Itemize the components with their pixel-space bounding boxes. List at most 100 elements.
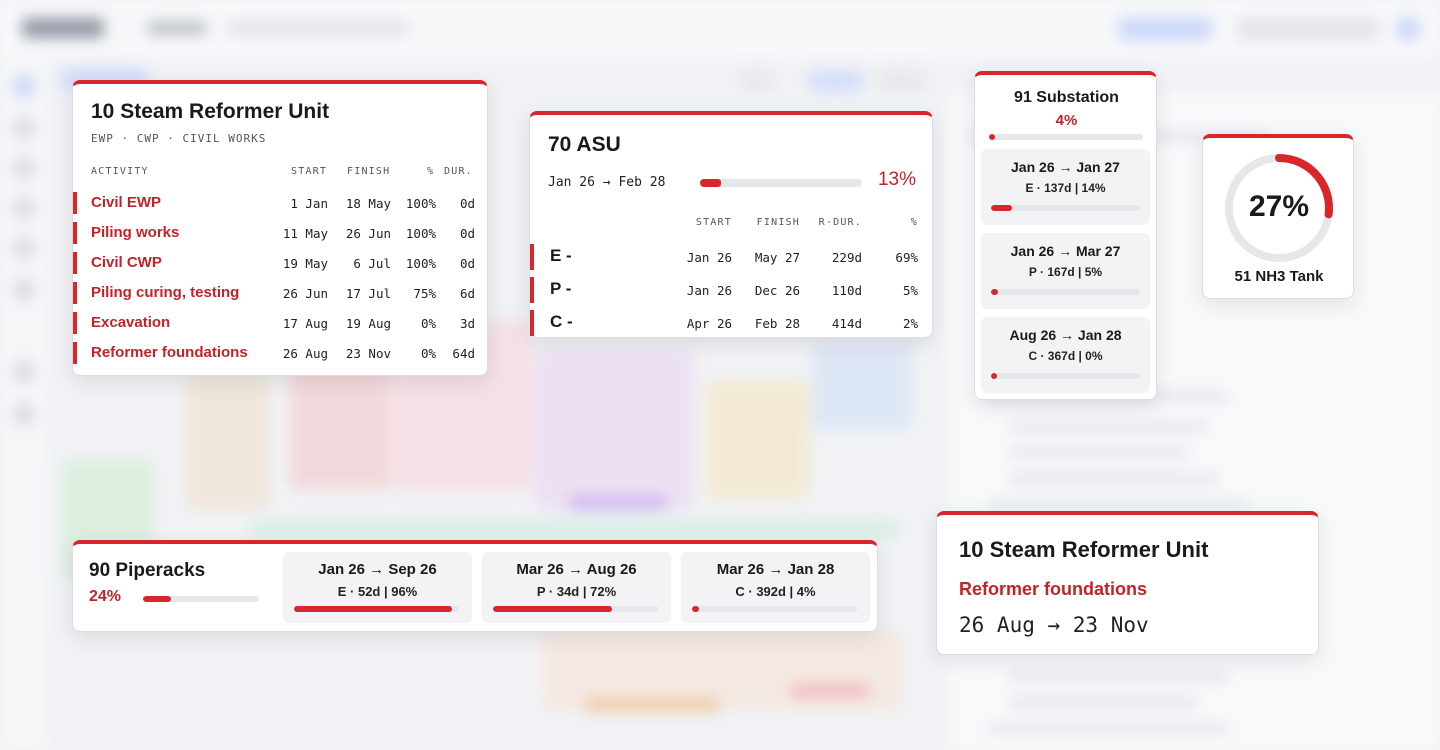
phase-box[interactable]: Aug 26 → Jan 28 C · 367d | 0% <box>981 317 1150 393</box>
activity-name: Piling curing, testing <box>91 284 240 301</box>
start-date: Apr 26 <box>686 316 732 331</box>
remaining-duration: 6d <box>459 286 475 301</box>
phase-progress-track <box>991 289 1140 295</box>
table-row[interactable]: Excavation 17 Aug 19 Aug 0% 3d <box>73 310 489 334</box>
table-row[interactable]: Reformer foundations 26 Aug 23 Nov 0% 64d <box>73 340 489 364</box>
row-accent-bar <box>530 244 534 270</box>
phase-progress-fill <box>294 606 453 612</box>
phase-progress-track <box>991 205 1140 211</box>
phase-detail: C · 367d | 0% <box>1028 349 1103 363</box>
column-header-start: START <box>695 217 732 228</box>
start-date: 26 Aug <box>282 346 328 361</box>
column-header-finish: FINISH <box>347 166 391 177</box>
finish-date: Feb 28 <box>754 316 800 331</box>
start-date: Jan 26 <box>686 283 732 298</box>
percent-complete: 5% <box>902 283 918 298</box>
column-header-activity: ACTIVITY <box>91 166 149 177</box>
primary-action-button[interactable] <box>1118 18 1212 40</box>
substation-card[interactable]: 91 Substation 4% Jan 26 → Jan 27 E · 137d… <box>974 71 1157 400</box>
bg-block <box>790 684 870 698</box>
column-header-remaining-duration: R-DUR. <box>818 217 862 228</box>
progress-percent: 13% <box>877 169 916 190</box>
avatar[interactable] <box>1396 17 1420 41</box>
remaining-duration: 0d <box>459 226 475 241</box>
side-rail <box>0 58 48 750</box>
finish-date: May 27 <box>754 250 800 265</box>
unit-name: 51 NH3 Tank <box>1234 268 1324 285</box>
phase-progress-fill <box>991 289 999 295</box>
app-logo <box>22 18 104 38</box>
row-accent-bar <box>530 277 534 303</box>
bg-block <box>250 520 900 540</box>
rail-chart-icon[interactable] <box>14 198 34 218</box>
finish-date: 19 Aug <box>345 316 391 331</box>
progress-percent: 4% <box>1055 112 1078 129</box>
phase-row[interactable]: P - Jan 26 Dec 26 110d 5% <box>530 277 934 303</box>
phase-box[interactable]: Jan 26 → Mar 27 P · 167d | 5% <box>981 233 1150 309</box>
phase-box[interactable]: Mar 26 → Jan 28 C · 392d | 4% <box>681 552 870 623</box>
finish-date: 17 Jul <box>345 286 391 301</box>
bg-block <box>186 370 270 510</box>
row-accent-bar <box>73 222 77 244</box>
rail-list-icon[interactable] <box>14 158 34 178</box>
phase-detail: E · 52d | 96% <box>337 584 418 599</box>
column-header-start: START <box>291 166 328 177</box>
finish-date: 23 Nov <box>345 346 391 361</box>
reformer-activity-card[interactable]: 10 Steam Reformer Unit EWP · CWP · CIVIL… <box>72 80 488 376</box>
bg-block <box>584 698 720 712</box>
percent-complete: 0% <box>420 316 436 331</box>
phase-box[interactable]: Jan 26 → Sep 26 E · 52d | 96% <box>283 552 472 623</box>
phase-progress-track <box>991 373 1140 379</box>
phase-detail: P · 34d | 72% <box>536 584 617 599</box>
phase-progress-fill <box>991 373 997 379</box>
finish-date: 6 Jul <box>353 256 391 271</box>
progress-track <box>989 134 1143 140</box>
activity-name: Reformer foundations <box>91 344 248 361</box>
progress-donut <box>1225 154 1333 262</box>
remaining-duration: 64d <box>452 346 475 361</box>
card-title: 91 Substation <box>1014 89 1119 106</box>
table-row[interactable]: Piling works 11 May 26 Jun 100% 0d <box>73 220 489 244</box>
piperacks-card[interactable]: 90 Piperacks 24% Jan 26 → Sep 26 E · 52d … <box>72 540 878 632</box>
activity-detail-card[interactable]: 10 Steam Reformer Unit Reformer foundati… <box>936 511 1319 655</box>
project-selector[interactable] <box>1238 18 1378 40</box>
phase-date-range: Jan 26 → Jan 27 <box>1011 159 1120 175</box>
bg-toolbar-button <box>740 70 776 92</box>
rail-help-icon[interactable] <box>14 404 34 424</box>
phase-row[interactable]: C - Apr 26 Feb 28 414d 2% <box>530 310 934 336</box>
phase-box[interactable]: Mar 26 → Aug 26 P · 34d | 72% <box>482 552 671 623</box>
bg-block <box>534 350 694 510</box>
bg-toolbar-button <box>878 70 928 92</box>
phase-row[interactable]: E - Jan 26 May 27 229d 69% <box>530 244 934 270</box>
column-header-finish: FINISH <box>756 217 800 228</box>
phase-label: P - <box>550 279 572 298</box>
column-header-pct: % <box>427 166 435 177</box>
phase-box[interactable]: Jan 26 → Jan 27 E · 137d | 14% <box>981 149 1150 225</box>
rail-grid-icon[interactable] <box>14 118 34 138</box>
phase-date-range: Aug 26 → Jan 28 <box>1009 327 1122 343</box>
remaining-duration: 414d <box>831 316 862 331</box>
phase-progress-fill <box>493 606 612 612</box>
phase-label: C - <box>550 312 573 331</box>
activity-name: Civil CWP <box>91 254 162 271</box>
card-title: 70 ASU <box>548 133 621 156</box>
rail-home-icon[interactable] <box>14 76 34 96</box>
remaining-duration: 3d <box>459 316 475 331</box>
table-row[interactable]: Civil CWP 19 May 6 Jul 100% 0d <box>73 250 489 274</box>
nh3-tank-card[interactable]: 27% 51 NH3 Tank <box>1202 134 1354 299</box>
asu-card[interactable]: 70 ASU Jan 26 → Feb 28 13% START FINISH … <box>529 111 933 338</box>
row-accent-bar <box>73 252 77 274</box>
phase-progress-fill <box>991 205 1012 211</box>
card-subtitle: EWP · CWP · CIVIL WORKS <box>91 132 267 145</box>
finish-date: 26 Jun <box>345 226 391 241</box>
finish-date: Dec 26 <box>754 283 800 298</box>
card-title: 90 Piperacks <box>89 560 206 581</box>
table-row[interactable]: Piling curing, testing 26 Jun 17 Jul 75% 6d <box>73 280 489 304</box>
table-row[interactable]: Civil EWP 1 Jan 18 May 100% 0d <box>73 190 489 214</box>
app-top-bar <box>0 0 1440 58</box>
rail-folder-icon[interactable] <box>14 280 34 300</box>
rail-settings-icon[interactable] <box>14 362 34 382</box>
rail-calendar-icon[interactable] <box>14 238 34 258</box>
donut-progress-arc <box>1225 154 1333 262</box>
bg-block <box>568 496 668 510</box>
